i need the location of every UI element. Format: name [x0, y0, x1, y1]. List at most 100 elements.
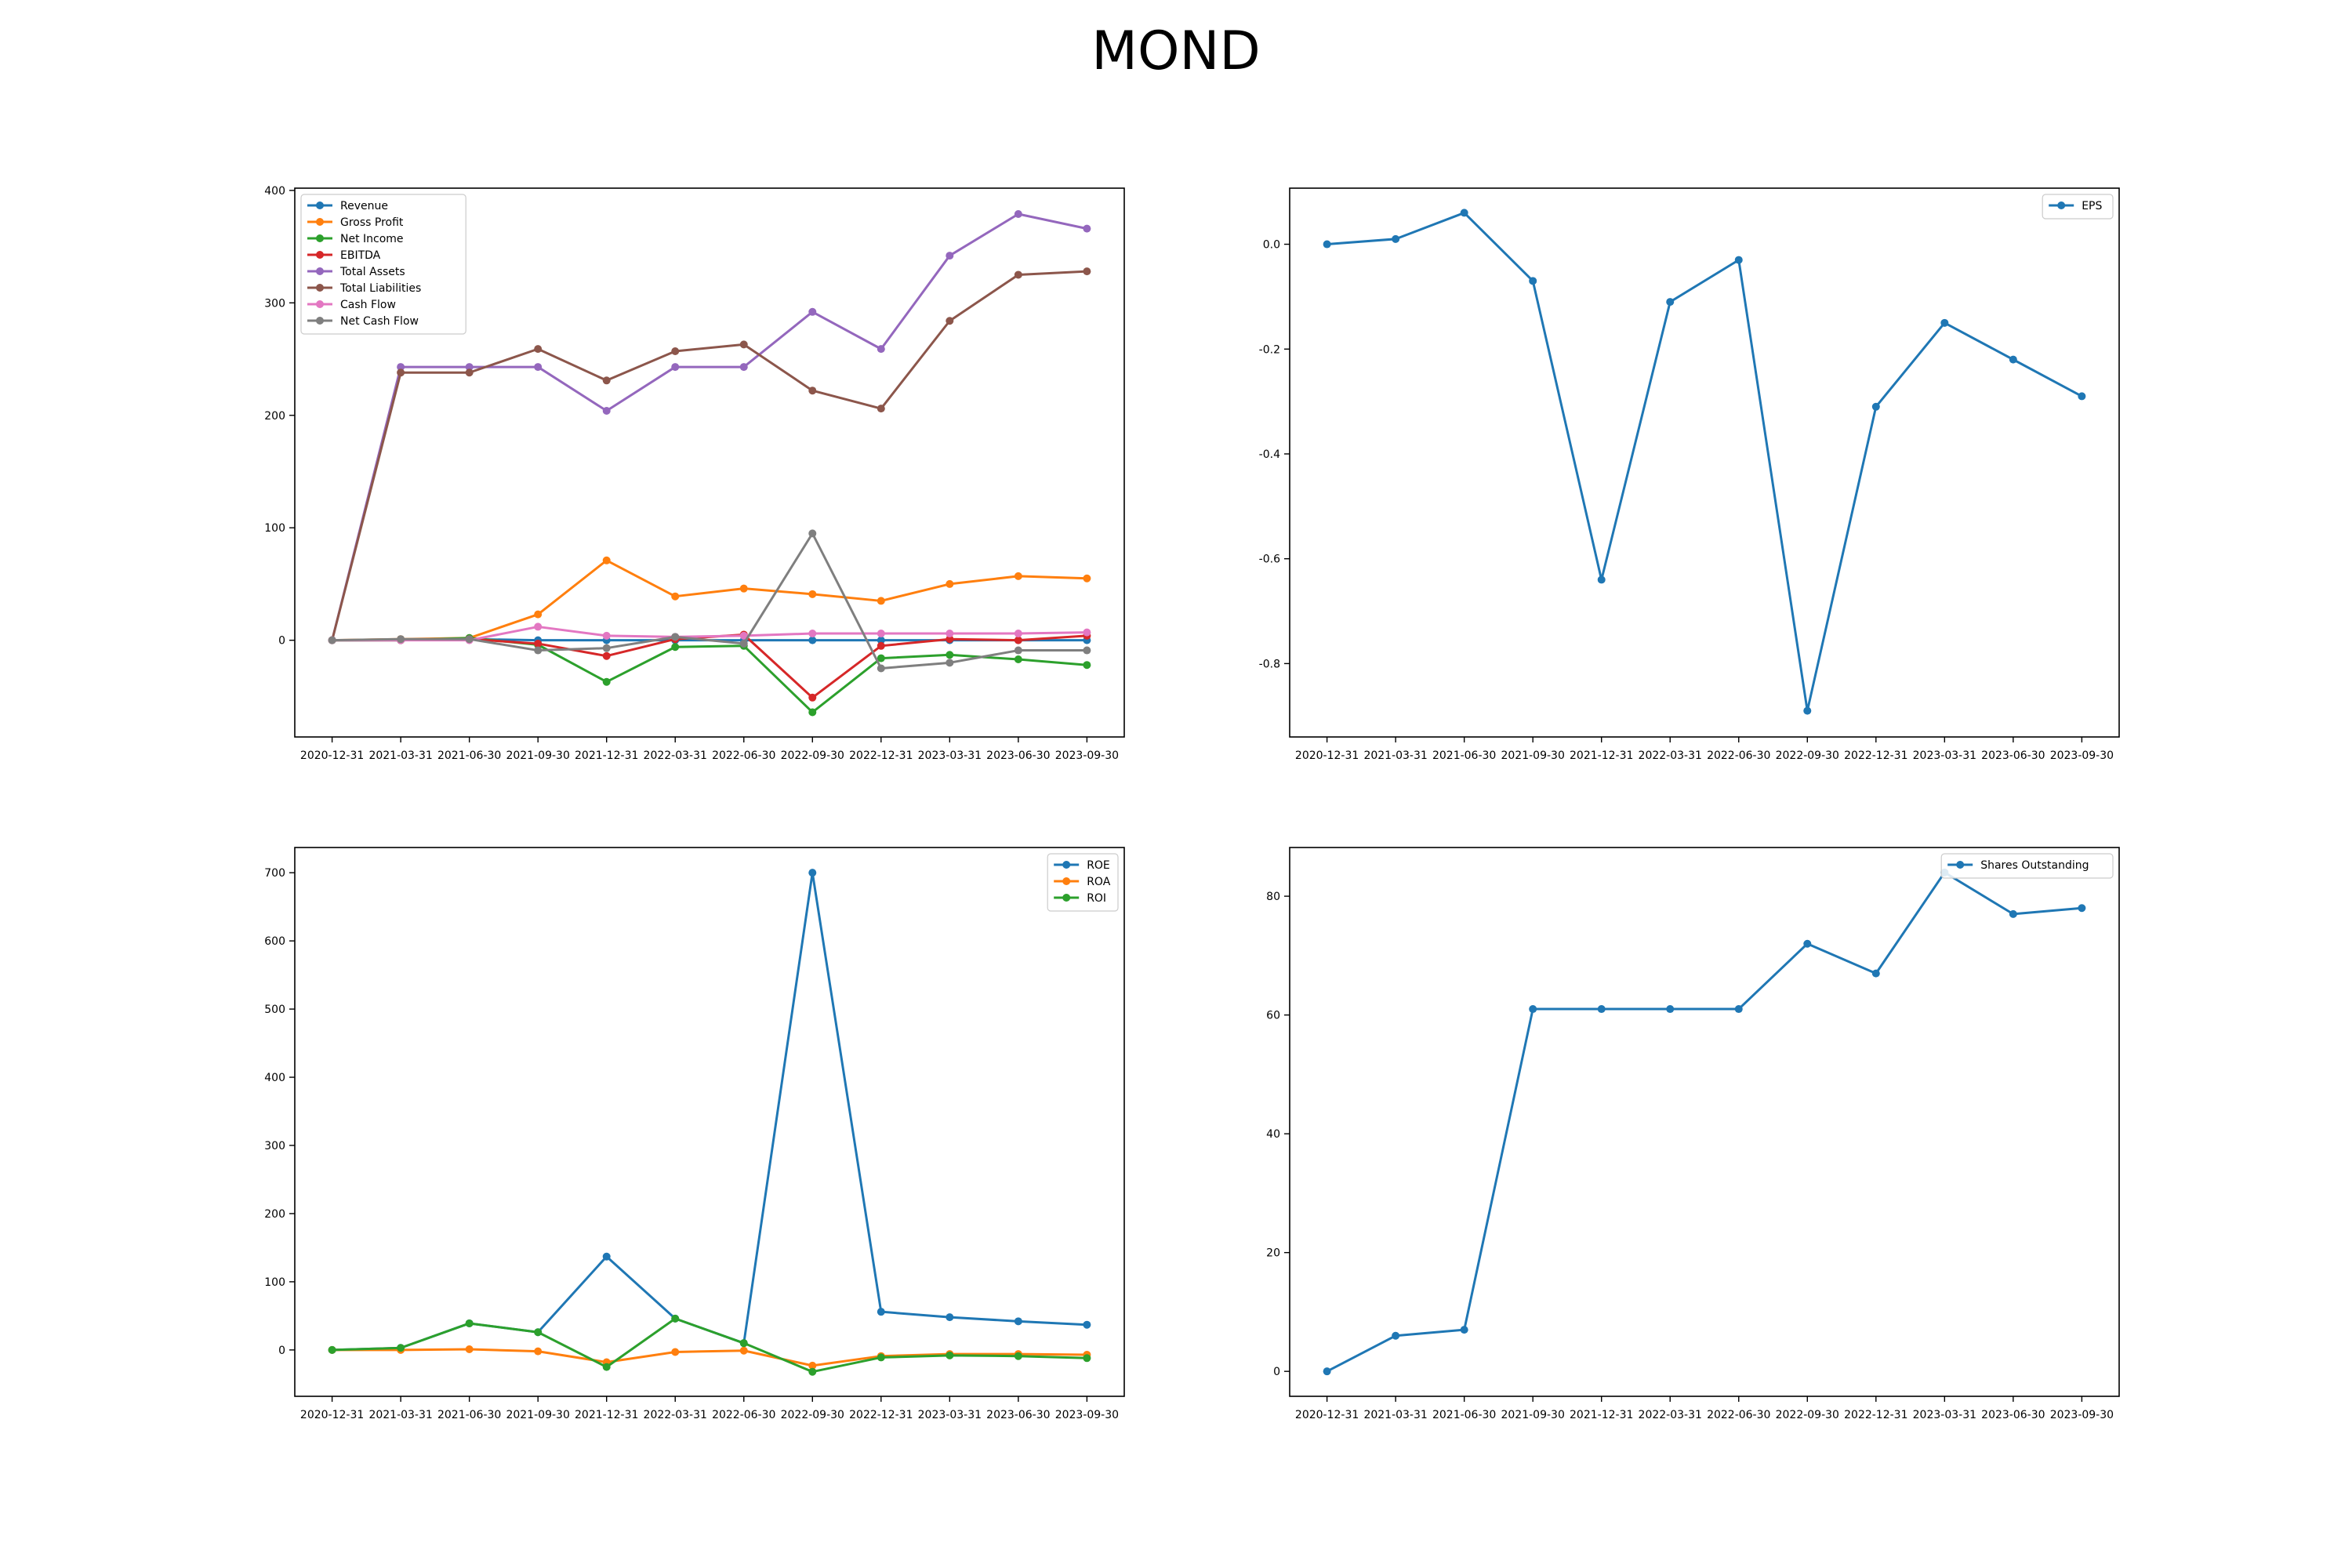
x-tick-label: 2021-09-30: [1501, 1409, 1564, 1421]
data-point: [877, 641, 885, 650]
y-tick-label: 0: [278, 1345, 285, 1357]
data-point: [1083, 1320, 1091, 1329]
data-point: [877, 1353, 885, 1362]
data-point: [1323, 1367, 1331, 1376]
legend-label: Revenue: [340, 200, 388, 212]
data-point: [808, 1367, 817, 1376]
data-point: [465, 363, 474, 372]
x-tick-label: 2023-03-31: [1913, 750, 1976, 762]
x-tick-label: 2023-09-30: [1055, 1409, 1119, 1421]
legend-swatch-marker: [1062, 861, 1071, 869]
legend-swatch-marker: [1956, 861, 1965, 869]
x-tick-label: 2021-06-30: [437, 750, 501, 762]
legend-swatch-marker: [2057, 201, 2066, 209]
series-line: [331, 270, 1087, 641]
x-tick-label: 2021-12-31: [575, 1409, 638, 1421]
chart-financials: 2020-12-31 2021-03-31 2021-06-30 2021-09-30…: [264, 185, 1125, 762]
series-line: [332, 532, 1087, 670]
x-tick-label: 2022-09-30: [1776, 1409, 1839, 1421]
axes-frame: [1289, 847, 2120, 1397]
y-tick-label: 700: [264, 867, 285, 880]
legend-label: Total Assets: [339, 266, 405, 278]
data-point: [1083, 646, 1091, 655]
legend-label: Net Cash Flow: [340, 315, 419, 328]
data-point: [1083, 1354, 1091, 1363]
data-point: [739, 340, 748, 349]
legend-box: [300, 194, 466, 335]
x-tick-label: 2022-09-30: [781, 1409, 844, 1421]
series-line: [332, 633, 1087, 699]
data-point: [946, 651, 954, 659]
series-line: [332, 637, 1087, 713]
series-line: [331, 212, 1087, 641]
axes-frame: [1289, 187, 2120, 738]
axes-frame: [294, 187, 1125, 738]
y-tick-label: 100: [264, 1276, 285, 1289]
data-point: [397, 635, 405, 644]
legend-label: ROA: [1087, 876, 1111, 888]
legend-label: Gross Profit: [340, 216, 404, 229]
x-tick-label: 2023-06-30: [1981, 750, 2045, 762]
data-point: [2078, 392, 2086, 401]
data-point: [534, 646, 543, 655]
data-point: [808, 387, 817, 395]
legend-label: ROE: [1087, 859, 1110, 872]
data-point: [808, 869, 817, 877]
x-tick-label: 2021-03-31: [1363, 750, 1427, 762]
x-tick-label: 2021-12-31: [1570, 750, 1633, 762]
x-tick-label: 2022-03-31: [644, 1409, 707, 1421]
legend-swatch-marker: [316, 267, 324, 275]
legend-swatch-marker: [316, 201, 324, 209]
data-point: [534, 363, 543, 372]
data-point: [397, 368, 405, 377]
x-tick-label: 2021-09-30: [506, 750, 569, 762]
x-tick-label: 2021-03-31: [368, 1409, 432, 1421]
data-point: [1734, 256, 1743, 264]
data-point: [1014, 209, 1022, 218]
figure-title: MOND: [1091, 20, 1261, 82]
y-tick-label: 600: [264, 935, 285, 948]
x-tick-label: 2022-06-30: [712, 1409, 775, 1421]
data-point: [671, 363, 680, 372]
data-point: [1014, 1317, 1022, 1326]
x-tick-label: 2023-09-30: [1055, 750, 1119, 762]
data-point: [739, 1339, 748, 1348]
data-point: [534, 345, 543, 354]
data-point: [1014, 572, 1022, 580]
data-point: [1597, 575, 1606, 584]
y-tick-label: 500: [264, 1004, 285, 1016]
x-tick-label: 2021-12-31: [1570, 1409, 1633, 1421]
legend-label: ROI: [1087, 892, 1106, 905]
x-tick-label: 2022-12-31: [1844, 750, 1907, 762]
axes-frame: [294, 847, 1125, 1397]
x-tick-label: 2022-06-30: [1707, 1409, 1770, 1421]
x-tick-label: 2022-06-30: [1707, 750, 1770, 762]
x-tick-label: 2022-03-31: [644, 750, 707, 762]
series-line: [332, 559, 1087, 642]
legend-label: Cash Flow: [340, 299, 396, 311]
data-point: [946, 1313, 954, 1322]
legend-swatch-marker: [316, 218, 324, 226]
x-tick-label: 2022-03-31: [1639, 750, 1702, 762]
data-point: [739, 584, 748, 593]
legend-label: Net Income: [340, 233, 404, 245]
data-point: [602, 556, 611, 564]
y-tick-label: 20: [1266, 1247, 1280, 1260]
data-point: [1803, 939, 1812, 948]
x-tick-label: 2021-06-30: [437, 1409, 501, 1421]
x-tick-label: 2020-12-31: [300, 1409, 364, 1421]
data-point: [1529, 277, 1537, 285]
data-point: [397, 363, 405, 372]
x-tick-label: 2023-09-30: [2050, 1409, 2114, 1421]
data-point: [946, 317, 954, 325]
data-point: [1323, 240, 1331, 249]
data-point: [1460, 209, 1468, 217]
data-point: [1940, 318, 1949, 327]
chart-returns: 2020-12-31 2021-03-31 2021-06-30 2021-09-30…: [264, 847, 1125, 1421]
x-tick-label: 2022-12-31: [849, 1409, 913, 1421]
x-tick-label: 2021-03-31: [1363, 1409, 1427, 1421]
x-tick-label: 2022-06-30: [712, 750, 775, 762]
data-point: [602, 376, 611, 385]
data-point: [946, 1351, 954, 1359]
